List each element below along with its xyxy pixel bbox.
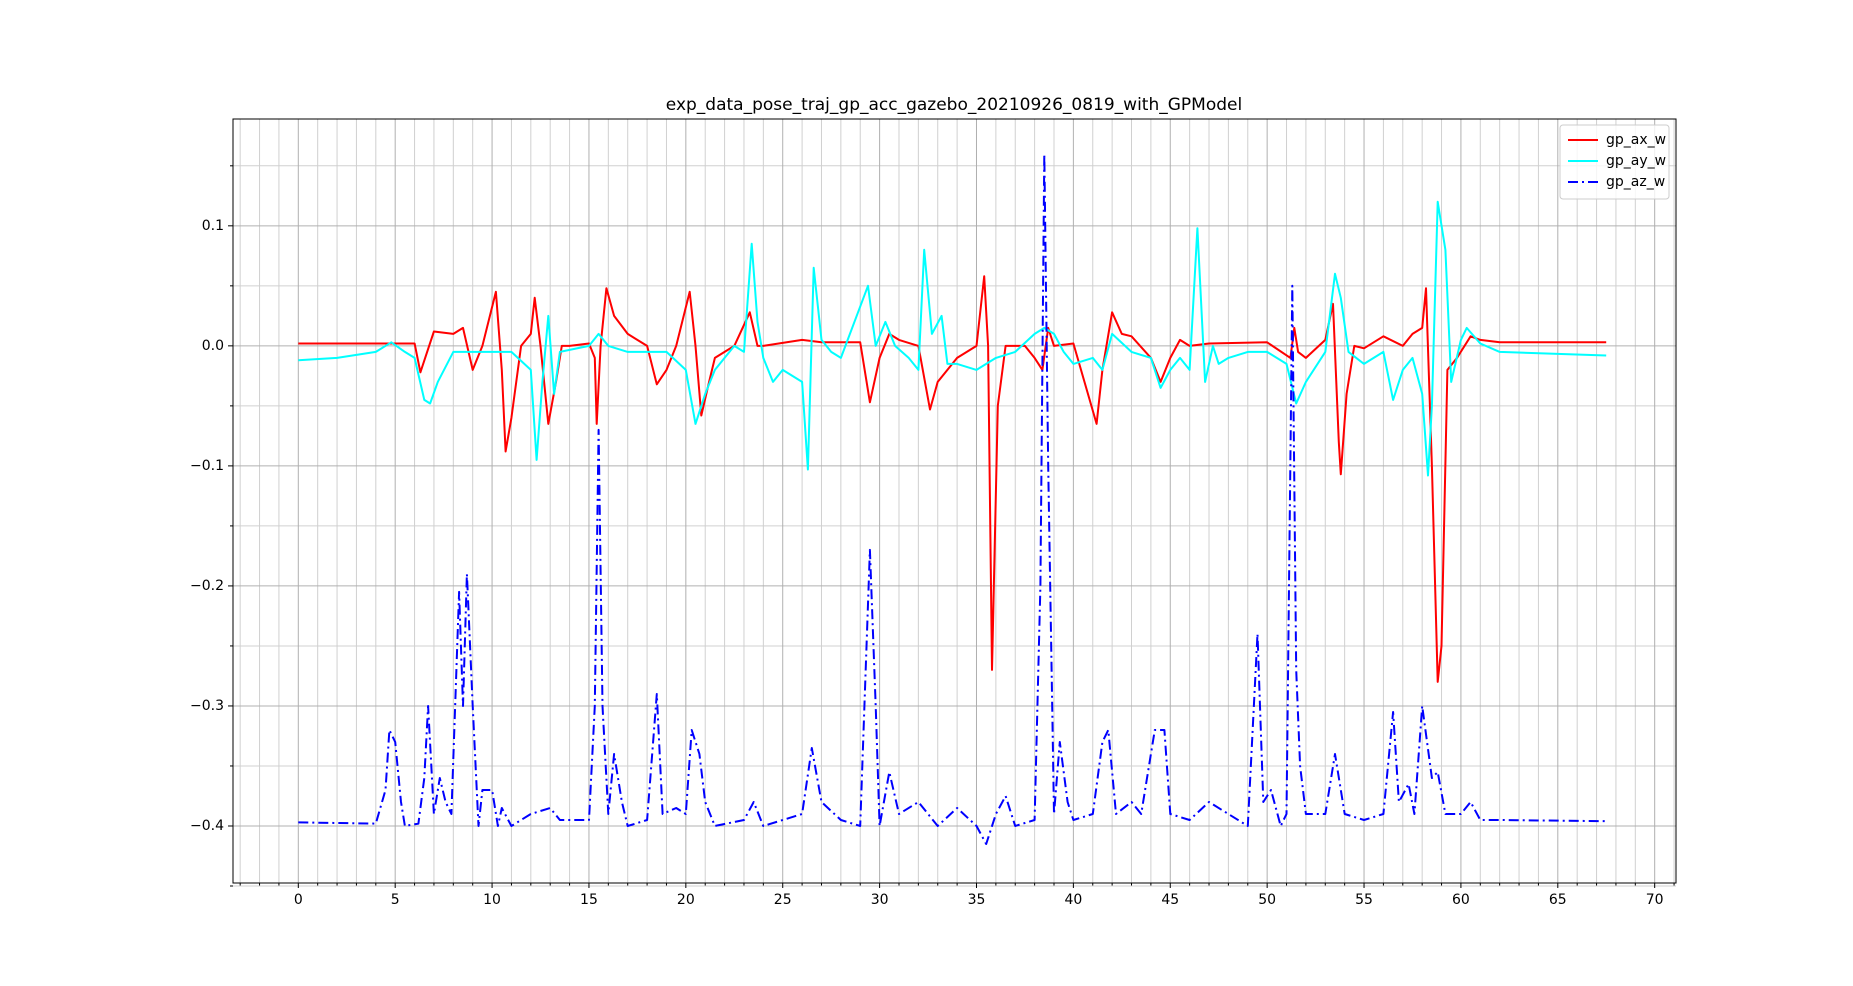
series-line — [298, 152, 1607, 845]
y-tick-label: 0.1 — [202, 218, 224, 234]
x-tick-label: 35 — [968, 892, 986, 908]
x-tick-label: 60 — [1452, 892, 1470, 908]
x-tick-label: 25 — [774, 892, 792, 908]
y-tick-label: 0.0 — [202, 338, 224, 354]
x-tick-label: 5 — [391, 892, 400, 908]
x-tick-label: 30 — [871, 892, 889, 908]
x-tick-label: 15 — [580, 892, 598, 908]
x-tick-label: 70 — [1646, 892, 1664, 908]
x-tick-label: 10 — [483, 892, 501, 908]
y-tick-label: −0.4 — [190, 818, 224, 834]
x-tick-label: 55 — [1355, 892, 1373, 908]
series-line — [298, 275, 1607, 683]
x-tick-label: 0 — [294, 892, 303, 908]
x-tick-label: 50 — [1258, 892, 1276, 908]
y-tick-label: −0.2 — [190, 578, 224, 594]
legend-label: gp_ay_w — [1606, 153, 1666, 169]
chart-title: exp_data_pose_traj_gp_acc_gazebo_2021092… — [666, 95, 1242, 115]
series-line — [298, 200, 1607, 477]
legend-label: gp_az_w — [1606, 174, 1665, 190]
x-tick-label: 40 — [1064, 892, 1082, 908]
y-tick-label: −0.3 — [190, 698, 224, 714]
y-tick-label: −0.1 — [190, 458, 224, 474]
legend-label: gp_ax_w — [1606, 132, 1666, 148]
legend-box — [1559, 124, 1670, 200]
x-tick-label: 20 — [677, 892, 695, 908]
x-tick-label: 65 — [1549, 892, 1567, 908]
axes-frame — [232, 118, 1677, 884]
x-tick-label: 45 — [1161, 892, 1179, 908]
